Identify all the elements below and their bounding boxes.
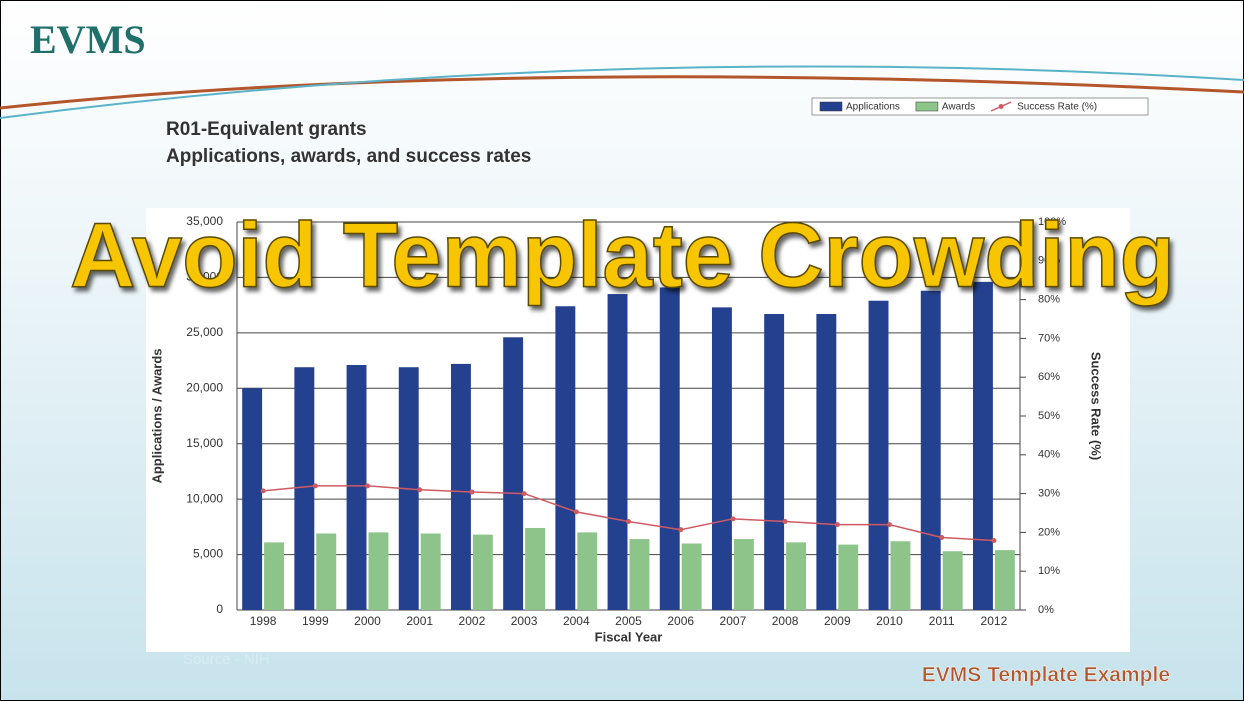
bar [525,527,546,610]
chart-title: R01-Equivalent grants [166,119,367,140]
x-tick-label: 2002 [459,614,486,628]
point [834,522,840,528]
logo: EVMS [30,17,146,62]
point [939,534,945,540]
y-tick-label: 15,000 [186,436,223,450]
bar [555,306,576,610]
header-curve [0,65,1244,119]
y2-tick-label: 10% [1038,565,1060,577]
x-tick-label: 2003 [511,614,538,628]
point [626,519,631,525]
point [887,522,892,528]
x-tick-label: 2012 [981,614,1008,628]
legend-swatch [819,101,843,112]
x-tick-label: 2005 [615,614,642,628]
bar [920,290,941,610]
y2-tick-label: 70% [1038,332,1060,344]
y2-tick-label: 50% [1038,410,1060,422]
bar [838,544,859,610]
y2-tick-label: 90% [1038,255,1060,267]
point [782,519,788,525]
bar [472,534,493,610]
y2-tick-label: 100% [1038,216,1066,228]
y2-tick-label: 40% [1038,449,1060,461]
y-tick-label: 25,000 [186,325,223,339]
bar [890,541,911,610]
point [469,489,475,495]
y2-tick-label: 30% [1038,488,1060,500]
chart-subtitle: Applications, awards, and success rates [166,146,531,167]
bar [450,363,471,610]
point [991,538,997,544]
bar [577,532,598,610]
bar [711,307,732,610]
bar [316,533,337,610]
bar [942,551,963,610]
bar [420,533,441,610]
x-tick-label: 2000 [354,614,381,628]
legend-label: Success Rate (%) [1017,102,1097,113]
bar [346,365,367,610]
point [365,483,370,489]
y-tick-label: 5,000 [193,547,223,561]
x-tick-label: 2001 [406,614,433,628]
header-curve [0,75,1244,110]
x-tick-label: 1998 [250,614,277,628]
bar [368,532,389,610]
point [312,483,318,489]
plot: 0 5,000 10,000 15,000 20,000 25,000 30,000 35,0… [149,97,1149,644]
y-tick-label: 20,000 [186,380,223,394]
bar [764,314,785,610]
bar [294,367,315,610]
bar [994,550,1015,610]
bar [629,539,650,610]
x-tick-label: 2006 [667,614,694,628]
bar [503,337,524,610]
x-axis-label: Fiscal Year [595,629,663,644]
bar [242,388,263,610]
bar [816,314,837,610]
x-tick-label: 2008 [772,614,799,628]
y2-tick-label: 60% [1038,371,1060,383]
x-tick-label: 2004 [563,614,590,628]
x-tick-label: 2010 [876,614,903,628]
overlay-title: Avoid Template Crowding [70,204,1175,306]
bar [264,542,285,610]
legend-swatch [998,104,1004,109]
point [417,487,423,493]
y2-axis-label: Success Rate (%) [1089,352,1104,460]
x-tick-label: 2011 [929,614,955,628]
point [573,509,579,515]
x-tick-label: 2007 [720,614,747,628]
bar [681,543,702,610]
point [678,527,684,533]
legend-swatch [915,101,939,112]
point [730,516,736,522]
bar [733,539,754,610]
legend-box [811,97,1149,116]
y-tick-label: 0 [216,602,223,616]
y2-tick-label: 20% [1038,526,1060,538]
y-tick-label: 10,000 [186,491,223,505]
bar [659,287,680,610]
source: Source - NIH [183,651,270,668]
y2-tick-label: 0% [1038,604,1054,616]
bar [786,542,807,610]
y-tick-label: 35,000 [186,214,223,228]
bar [972,281,993,610]
y-axis-label: Applications / Awards [149,348,164,483]
legend-label: Applications [846,102,900,113]
y-tick-label: 30,000 [186,270,223,284]
y2-tick-label: 80% [1038,294,1060,306]
point [521,491,527,497]
x-tick-label: 2009 [824,614,851,628]
point [260,488,266,494]
bar [868,300,889,610]
x-tick-label: 1999 [302,614,329,628]
footer: EVMS Template Example [922,664,1170,687]
overlay: Avoid Template Crowding [69,204,1176,308]
bar [607,294,628,610]
legend-label: Awards [942,102,975,113]
